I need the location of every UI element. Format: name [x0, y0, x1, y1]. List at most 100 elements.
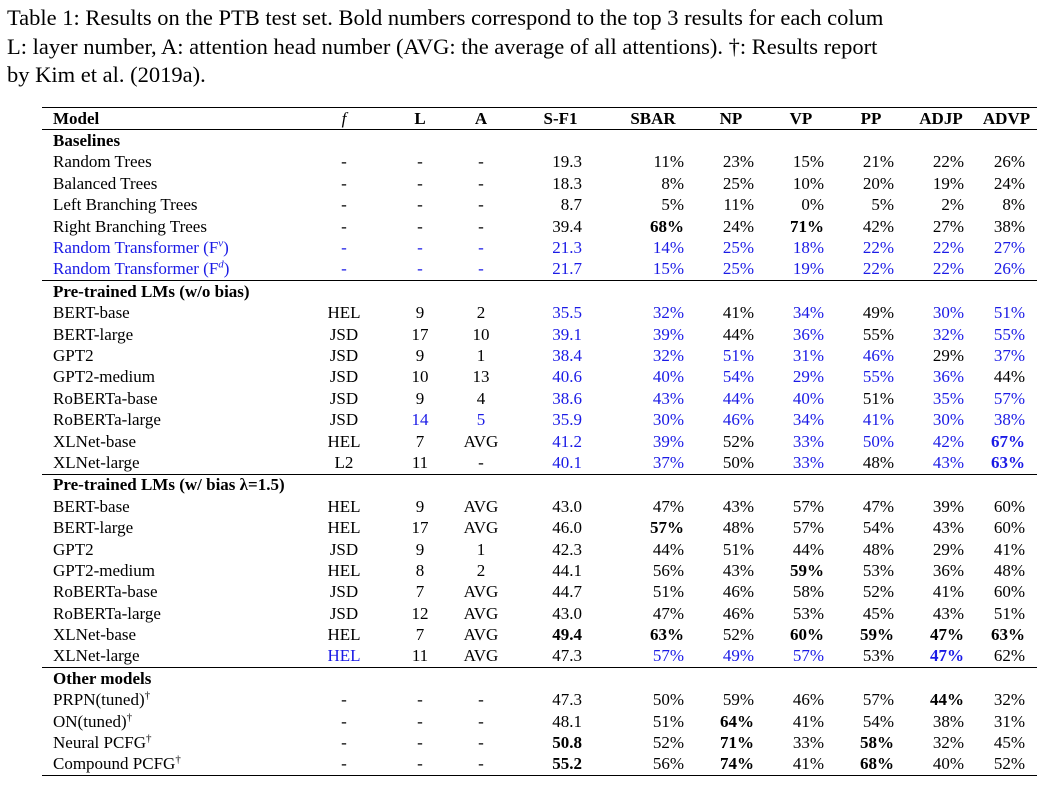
cell-l: - — [417, 733, 423, 753]
section-title: Baselines — [53, 131, 121, 151]
header-vp: VP — [789, 108, 813, 128]
cell-l: 10 — [411, 367, 429, 387]
cell-sf1: 44.1 — [552, 560, 582, 580]
cell-sbar: 47% — [652, 603, 684, 623]
cell-pp: 55% — [862, 367, 894, 387]
cell-sbar: 14% — [652, 238, 684, 258]
header-sbar: SBAR — [630, 108, 676, 128]
results-table: Model f L A S-F1 SBAR NP VP PP ADJP ADVP… — [42, 107, 1037, 776]
cell-a: - — [478, 216, 484, 236]
cell-pp: 5% — [871, 195, 894, 215]
table-row: Random Transformer (Fv) - - - 21.3 14% 25% 18% 2… — [42, 237, 1037, 258]
model-superscript: d — [218, 258, 224, 271]
cell-l: - — [417, 195, 423, 215]
cell-sf1: 19.3 — [552, 152, 582, 172]
cell-l: - — [417, 690, 423, 710]
cell-sbar: 57% — [652, 646, 684, 666]
cell-vp: 34% — [792, 303, 824, 323]
cell-vp: 57% — [792, 646, 824, 666]
cell-model: GPT2-medium — [42, 560, 299, 581]
model-name: Random Transformer (F — [53, 238, 219, 258]
cell-f: - — [341, 216, 347, 236]
cell-vp: 31% — [792, 345, 824, 365]
model-name: Compound PCFG — [53, 754, 176, 774]
cell-np: 46% — [722, 410, 754, 430]
cell-sbar: 57% — [650, 518, 684, 538]
cell-adjp: 47% — [930, 646, 964, 666]
cell-vp: 41% — [792, 754, 824, 774]
cell-model: RoBERTa-large — [42, 603, 299, 624]
cell-a: AVG — [463, 431, 499, 451]
cell-f: HEL — [327, 646, 361, 666]
cell-advp: 63% — [991, 625, 1025, 645]
cell-a: 5 — [476, 410, 486, 430]
cell-sbar: 44% — [652, 539, 684, 559]
cell-model: BERT-large — [42, 324, 299, 345]
cell-vp: 15% — [792, 152, 824, 172]
cell-a: 10 — [472, 324, 490, 344]
cell-np: 44% — [722, 324, 754, 344]
table-row: BERT-large JSD 17 10 39.1 39% 44% 36% 55% 32% 55% — [42, 324, 1037, 345]
cell-f: JSD — [329, 539, 359, 559]
model-name: RoBERTa-base — [53, 582, 158, 602]
cell-l: 17 — [411, 518, 429, 538]
cell-vp: 33% — [792, 452, 824, 472]
cell-l: 17 — [411, 324, 429, 344]
cell-vp: 59% — [790, 560, 824, 580]
cell-l: 9 — [415, 303, 425, 323]
cell-vp: 46% — [792, 690, 824, 710]
model-name: Left Branching Trees — [53, 195, 198, 215]
cell-adjp: 43% — [932, 603, 964, 623]
cell-np: 44% — [722, 388, 754, 408]
cell-advp: 57% — [993, 388, 1025, 408]
cell-l: - — [417, 711, 423, 731]
cell-l: 11 — [411, 452, 429, 472]
cell-a: - — [478, 195, 484, 215]
table-row: PRPN(tuned)† - - - 47.3 50% 59% 46% 57% 44% 32% — [42, 690, 1037, 711]
cell-a: - — [478, 173, 484, 193]
cell-vp: 10% — [792, 173, 824, 193]
cell-a: 13 — [472, 367, 490, 387]
table-row: Balanced Trees - - - 18.3 8% 25% 10% 20% 19% 24% — [42, 173, 1037, 194]
cell-advp: 51% — [993, 303, 1025, 323]
cell-sbar: 39% — [652, 324, 684, 344]
cell-sf1: 39.4 — [552, 216, 582, 236]
cell-f: - — [341, 690, 347, 710]
cell-model: GPT2 — [42, 539, 299, 560]
cell-advp: 26% — [993, 152, 1025, 172]
cell-pp: 59% — [860, 625, 894, 645]
cell-np: 25% — [722, 173, 754, 193]
cell-a: - — [478, 754, 484, 774]
cell-l: - — [417, 259, 423, 279]
cell-f: JSD — [329, 367, 359, 387]
header-a: A — [474, 108, 488, 128]
cell-a: 4 — [476, 388, 486, 408]
section-header-row: Other models — [42, 667, 1037, 690]
model-name: GPT2 — [53, 345, 94, 365]
table-row: Right Branching Trees - - - 39.4 68% 24% 71% 42%… — [42, 216, 1037, 237]
cell-sbar: 56% — [652, 560, 684, 580]
table-caption: Table 1: Results on the PTB test set. Bo… — [7, 4, 1039, 90]
cell-adjp: 22% — [932, 152, 964, 172]
cell-np: 49% — [722, 646, 754, 666]
cell-np: 51% — [722, 539, 754, 559]
cell-np: 71% — [720, 733, 754, 753]
cell-pp: 21% — [862, 152, 894, 172]
cell-l: 7 — [415, 431, 425, 451]
cell-np: 50% — [722, 452, 754, 472]
cell-np: 59% — [722, 690, 754, 710]
cell-pp: 42% — [862, 216, 894, 236]
cell-np: 43% — [722, 496, 754, 516]
cell-adjp: 22% — [932, 259, 964, 279]
table-row: Left Branching Trees - - - 8.7 5% 11% 0% 5% 2% 8% — [42, 195, 1037, 216]
cell-pp: 68% — [860, 754, 894, 774]
cell-f: JSD — [329, 345, 359, 365]
cell-f: - — [341, 711, 347, 731]
cell-model: RoBERTa-large — [42, 409, 299, 430]
table-row: GPT2 JSD 9 1 42.3 44% 51% 44% 48% 29% 41% — [42, 539, 1037, 560]
cell-pp: 49% — [862, 303, 894, 323]
cell-pp: 57% — [862, 690, 894, 710]
cell-advp: 38% — [993, 216, 1025, 236]
table-row: XLNet-large L2 11 - 40.1 37% 50% 33% 48% 43% 63% — [42, 452, 1037, 474]
cell-vp: 60% — [790, 625, 824, 645]
